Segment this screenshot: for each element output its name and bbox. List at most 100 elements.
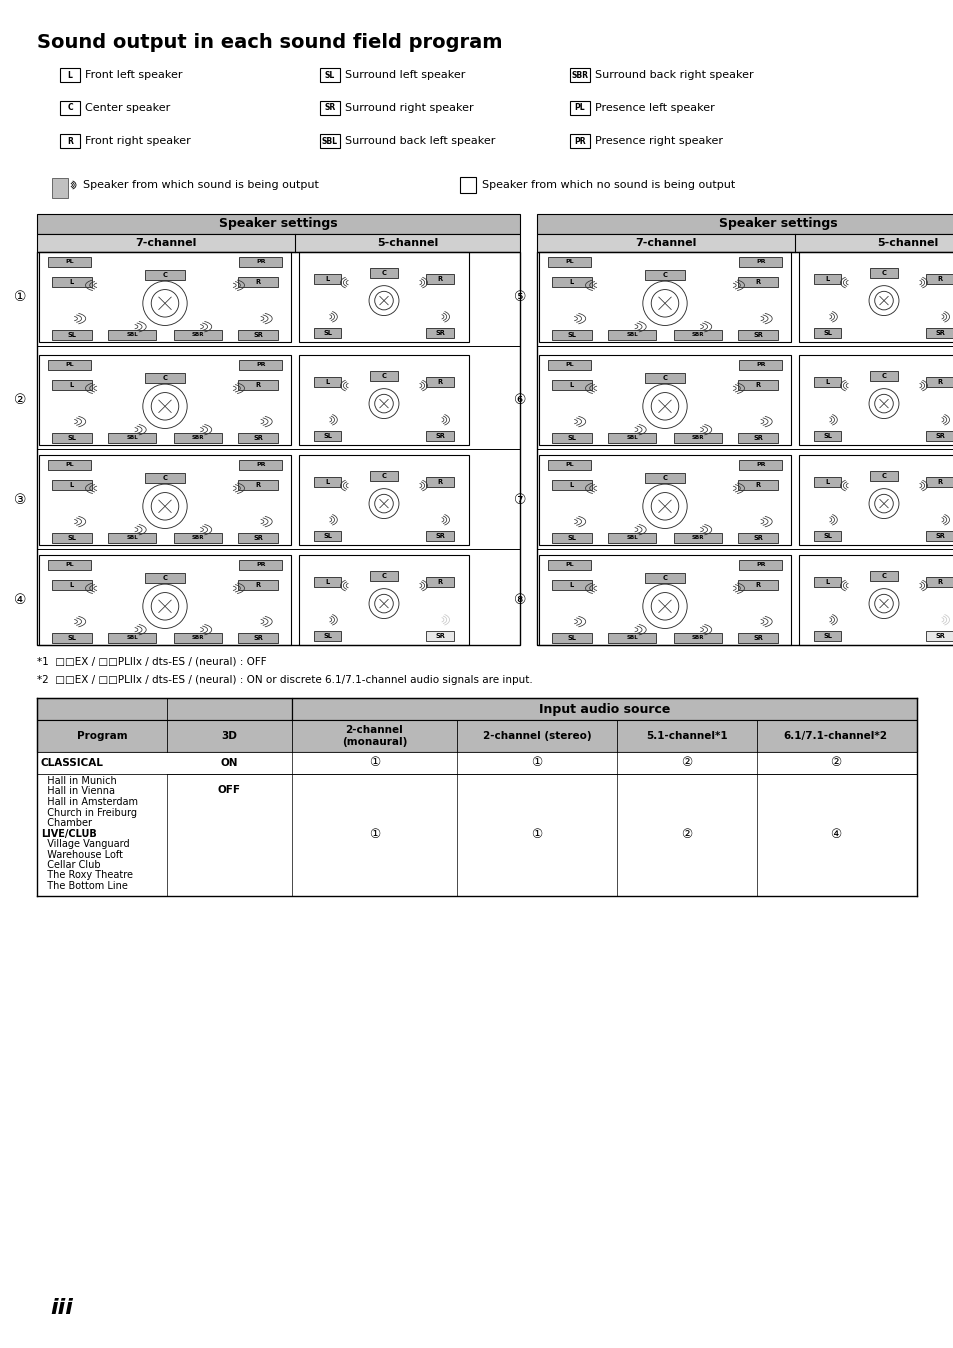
Bar — [239, 460, 282, 470]
Text: SR: SR — [753, 332, 762, 338]
Bar — [51, 330, 91, 340]
Bar — [739, 257, 781, 267]
Text: SBR: SBR — [691, 535, 703, 541]
Text: Speaker settings: Speaker settings — [219, 217, 337, 231]
Text: C: C — [662, 476, 667, 481]
Bar — [426, 577, 454, 586]
Text: C: C — [381, 270, 386, 276]
Text: PR: PR — [755, 462, 764, 468]
Bar — [314, 531, 341, 541]
Bar — [925, 631, 953, 640]
Text: SL: SL — [567, 635, 576, 640]
Text: PR: PR — [255, 363, 265, 368]
Text: SR: SR — [253, 635, 263, 640]
Bar — [238, 380, 278, 390]
Bar — [51, 380, 91, 390]
Text: SR: SR — [934, 330, 944, 336]
Text: ON: ON — [220, 758, 238, 768]
Text: Hall in Amsterdam: Hall in Amsterdam — [41, 797, 138, 807]
Text: L: L — [569, 279, 574, 284]
Text: 2-channel (stereo): 2-channel (stereo) — [482, 731, 591, 741]
Bar — [298, 252, 469, 342]
Text: 5-channel: 5-channel — [876, 239, 937, 248]
Text: SR: SR — [934, 634, 944, 639]
Text: Cellar Club: Cellar Club — [41, 860, 100, 869]
Text: SL: SL — [68, 332, 76, 338]
Text: PL: PL — [564, 462, 573, 468]
Text: R: R — [437, 580, 442, 585]
Bar — [738, 433, 778, 442]
Text: ④: ④ — [829, 829, 841, 841]
Bar — [51, 480, 91, 489]
Bar — [551, 380, 591, 390]
Text: Center speaker: Center speaker — [85, 102, 170, 113]
Bar — [37, 698, 292, 720]
Text: SBR: SBR — [571, 70, 588, 80]
Text: L: L — [70, 582, 73, 588]
Bar — [673, 330, 720, 340]
Bar — [145, 373, 185, 383]
Bar — [60, 101, 80, 115]
Bar — [37, 774, 916, 896]
Bar — [547, 360, 590, 369]
Text: L: L — [68, 70, 72, 80]
Text: R: R — [255, 582, 260, 588]
Bar — [173, 330, 221, 340]
Text: R: R — [755, 582, 760, 588]
Bar — [925, 477, 953, 487]
Bar — [426, 477, 454, 487]
Text: L: L — [70, 279, 73, 284]
Bar — [314, 328, 341, 338]
Bar — [551, 532, 591, 543]
Text: R: R — [437, 379, 442, 386]
Text: SBL: SBL — [126, 635, 138, 640]
Bar — [145, 573, 185, 584]
Text: Presence left speaker: Presence left speaker — [595, 102, 714, 113]
Text: SL: SL — [323, 532, 332, 539]
Text: Village Vanguard: Village Vanguard — [41, 838, 130, 849]
Bar — [238, 632, 278, 643]
Text: PR: PR — [255, 259, 265, 264]
Text: ①: ① — [531, 756, 542, 770]
Text: C: C — [381, 573, 386, 578]
Text: L: L — [825, 479, 829, 485]
Bar — [426, 328, 454, 338]
Text: SL: SL — [323, 433, 332, 439]
Bar — [319, 101, 339, 115]
Bar — [238, 532, 278, 543]
Bar — [925, 377, 953, 387]
Bar — [814, 631, 841, 640]
Text: SBL: SBL — [322, 136, 337, 146]
Text: SR: SR — [934, 532, 944, 539]
Bar — [426, 531, 454, 541]
Bar — [51, 632, 91, 643]
Bar — [538, 252, 790, 342]
Text: ⑦: ⑦ — [514, 493, 526, 507]
Text: C: C — [67, 104, 72, 112]
Bar — [37, 752, 916, 774]
Bar — [608, 632, 656, 643]
Bar — [925, 531, 953, 541]
Bar — [799, 456, 953, 545]
Text: PL: PL — [65, 462, 73, 468]
Bar — [738, 330, 778, 340]
Bar — [608, 433, 656, 442]
Bar — [925, 577, 953, 586]
Text: SR: SR — [253, 435, 263, 441]
Text: L: L — [70, 381, 73, 388]
Text: L: L — [825, 276, 829, 282]
Text: SL: SL — [822, 634, 832, 639]
Text: L: L — [569, 381, 574, 388]
Text: C: C — [162, 476, 168, 481]
Bar — [738, 480, 778, 489]
Text: SL: SL — [822, 532, 832, 539]
Bar — [814, 274, 841, 284]
Text: C: C — [162, 576, 168, 581]
Bar — [109, 632, 156, 643]
Text: SR: SR — [253, 332, 263, 338]
Text: L: L — [70, 481, 73, 488]
Text: SL: SL — [325, 70, 335, 80]
Bar — [370, 268, 397, 278]
Text: SR: SR — [753, 635, 762, 640]
Text: C: C — [381, 473, 386, 479]
